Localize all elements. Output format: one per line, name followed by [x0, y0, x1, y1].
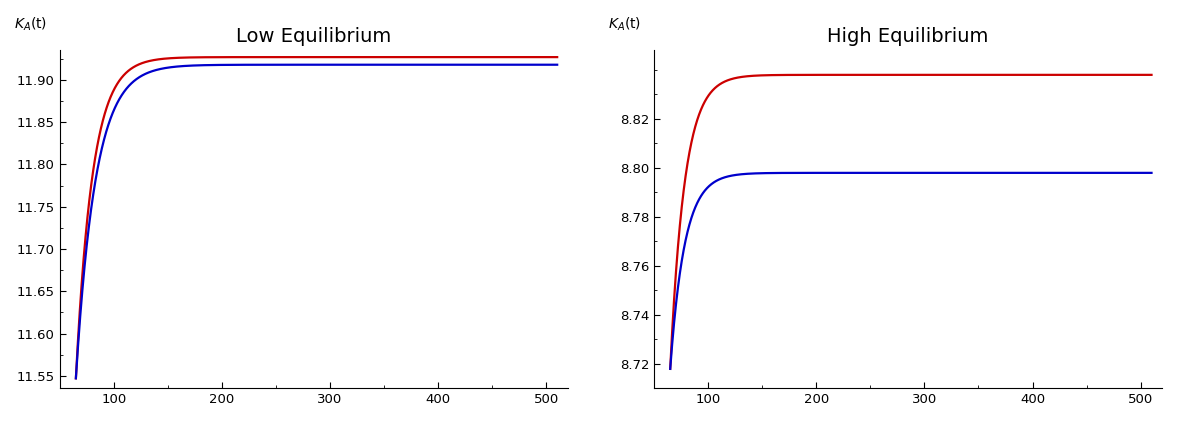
Text: $K_A$(t): $K_A$(t): [14, 16, 47, 33]
Title: Low Equilibrium: Low Equilibrium: [236, 27, 391, 46]
Title: High Equilibrium: High Equilibrium: [828, 27, 989, 46]
Text: $K_A$(t): $K_A$(t): [608, 16, 641, 33]
